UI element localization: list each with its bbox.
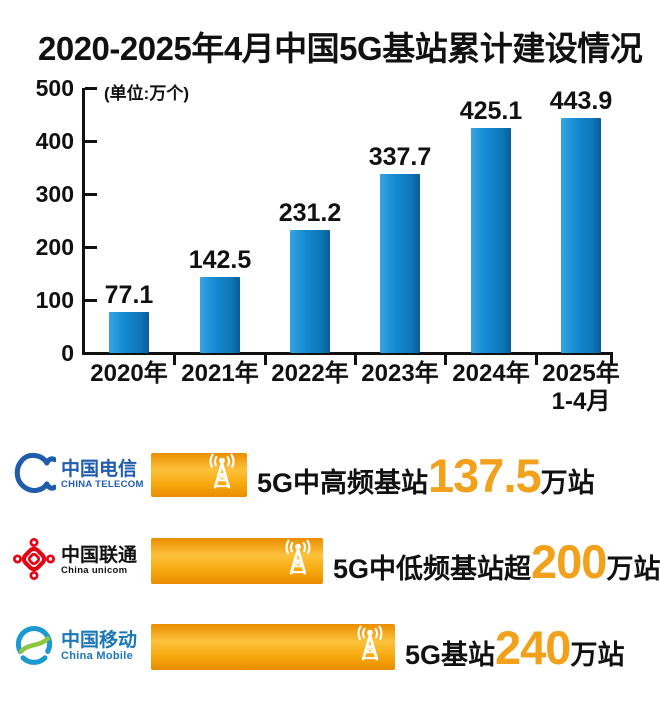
- stat-prefix: 5G中高频基站: [257, 467, 429, 498]
- china-unicom-name-cn: 中国联通: [61, 545, 138, 567]
- china-telecom-logo: 中国电信 CHINA TELECOM: [12, 451, 151, 500]
- bar-value-label: 443.9: [549, 86, 613, 115]
- china-telecom-name-en: CHINA TELECOM: [61, 478, 144, 490]
- operator-bar: [151, 453, 247, 497]
- operator-stat-china-unicom: 5G中低频基站超200万站: [333, 538, 660, 585]
- stat-number: 200: [531, 534, 607, 588]
- x-tick-label: 2021年: [181, 360, 259, 387]
- stat-prefix: 5G基站: [405, 639, 496, 670]
- y-axis-line: [82, 88, 85, 355]
- x-axis-line: [82, 352, 613, 355]
- y-axis-tick: [85, 298, 97, 302]
- y-tick-label: 0: [61, 340, 74, 366]
- x-axis-tick: [534, 355, 538, 365]
- y-axis-tick: [85, 245, 97, 249]
- bar: [109, 312, 149, 353]
- china-mobile-logo: 中国移动 China Mobile: [12, 623, 151, 672]
- bar-value-label: 337.7: [368, 143, 432, 172]
- y-axis-tick: [85, 192, 97, 196]
- bar-value-label: 142.5: [188, 246, 252, 275]
- bar: [471, 127, 511, 353]
- stat-suffix: 万站: [570, 639, 625, 670]
- operator-stat-china-mobile: 5G基站240万站: [405, 624, 624, 671]
- x-tick-label: 2020年: [90, 360, 168, 387]
- china-mobile-name-cn: 中国移动: [61, 630, 138, 652]
- y-tick-label: 500: [35, 75, 74, 101]
- china-telecom-logo-icon: [12, 451, 58, 500]
- antenna-tower-icon: [278, 539, 318, 584]
- x-axis-tick: [444, 355, 447, 365]
- stat-prefix: 5G中低频基站超: [333, 553, 532, 584]
- stat-suffix: 万站: [540, 467, 595, 498]
- x-tick-label: 2023年: [361, 360, 439, 387]
- x-tick-sublabel: 1-4月: [551, 387, 611, 415]
- operator-bar: [151, 538, 323, 584]
- bar-chart: (单位:万个) 0 100 200 300 400 500 77.1 2020年 142.5 20…: [35, 75, 636, 415]
- stat-number: 240: [495, 620, 571, 674]
- antenna-tower-icon: [350, 625, 390, 670]
- x-tick-label: 2025年 1-4月: [526, 360, 636, 415]
- y-tick-label: 300: [35, 181, 74, 207]
- x-axis-tick: [173, 355, 176, 365]
- unit-label: (单位:万个): [104, 84, 189, 103]
- china-unicom-logo-icon: [12, 537, 56, 586]
- x-tick-label: 2022年: [271, 360, 349, 387]
- bar-value-label: 425.1: [459, 96, 523, 125]
- y-tick-label: 100: [35, 287, 74, 313]
- antenna-tower-icon: [202, 453, 242, 498]
- bar: [380, 174, 420, 353]
- x-axis-tick: [353, 355, 357, 365]
- bar: [290, 230, 330, 353]
- operator-row-china-mobile: 中国移动 China Mobile 5G基站240万站: [0, 616, 660, 678]
- x-axis-tick: [263, 355, 267, 365]
- china-mobile-logo-icon: [12, 623, 56, 672]
- y-axis-tick: [85, 139, 97, 143]
- china-unicom-logo: 中国联通 China unicom: [12, 537, 151, 586]
- operator-row-china-telecom: 中国电信 CHINA TELECOM 5G中高频基站137.5万站: [0, 445, 660, 505]
- y-tick-label: 400: [35, 128, 74, 154]
- stat-number: 137.5: [428, 448, 542, 502]
- bar-value-label: 77.1: [104, 281, 154, 310]
- operator-row-china-unicom: 中国联通 China unicom 5G中低频基站超200万站: [0, 530, 660, 592]
- china-telecom-name-cn: 中国电信: [61, 459, 138, 481]
- x-tick-label: 2024年: [452, 360, 530, 387]
- bar: [200, 277, 240, 353]
- operator-stat-china-telecom: 5G中高频基站137.5万站: [257, 452, 595, 499]
- bar-value-label: 231.2: [278, 199, 342, 228]
- china-unicom-name-en: China unicom: [61, 564, 128, 576]
- y-tick-label: 200: [35, 234, 74, 260]
- y-axis-tick: [85, 86, 97, 90]
- bar: [561, 117, 601, 353]
- x-axis-tick: [610, 355, 613, 365]
- china-mobile-name-en: China Mobile: [61, 650, 134, 663]
- page-title: 2020-2025年4月中国5G基站累计建设情况: [38, 30, 643, 67]
- stat-suffix: 万站: [606, 553, 660, 584]
- operator-bar: [151, 624, 395, 670]
